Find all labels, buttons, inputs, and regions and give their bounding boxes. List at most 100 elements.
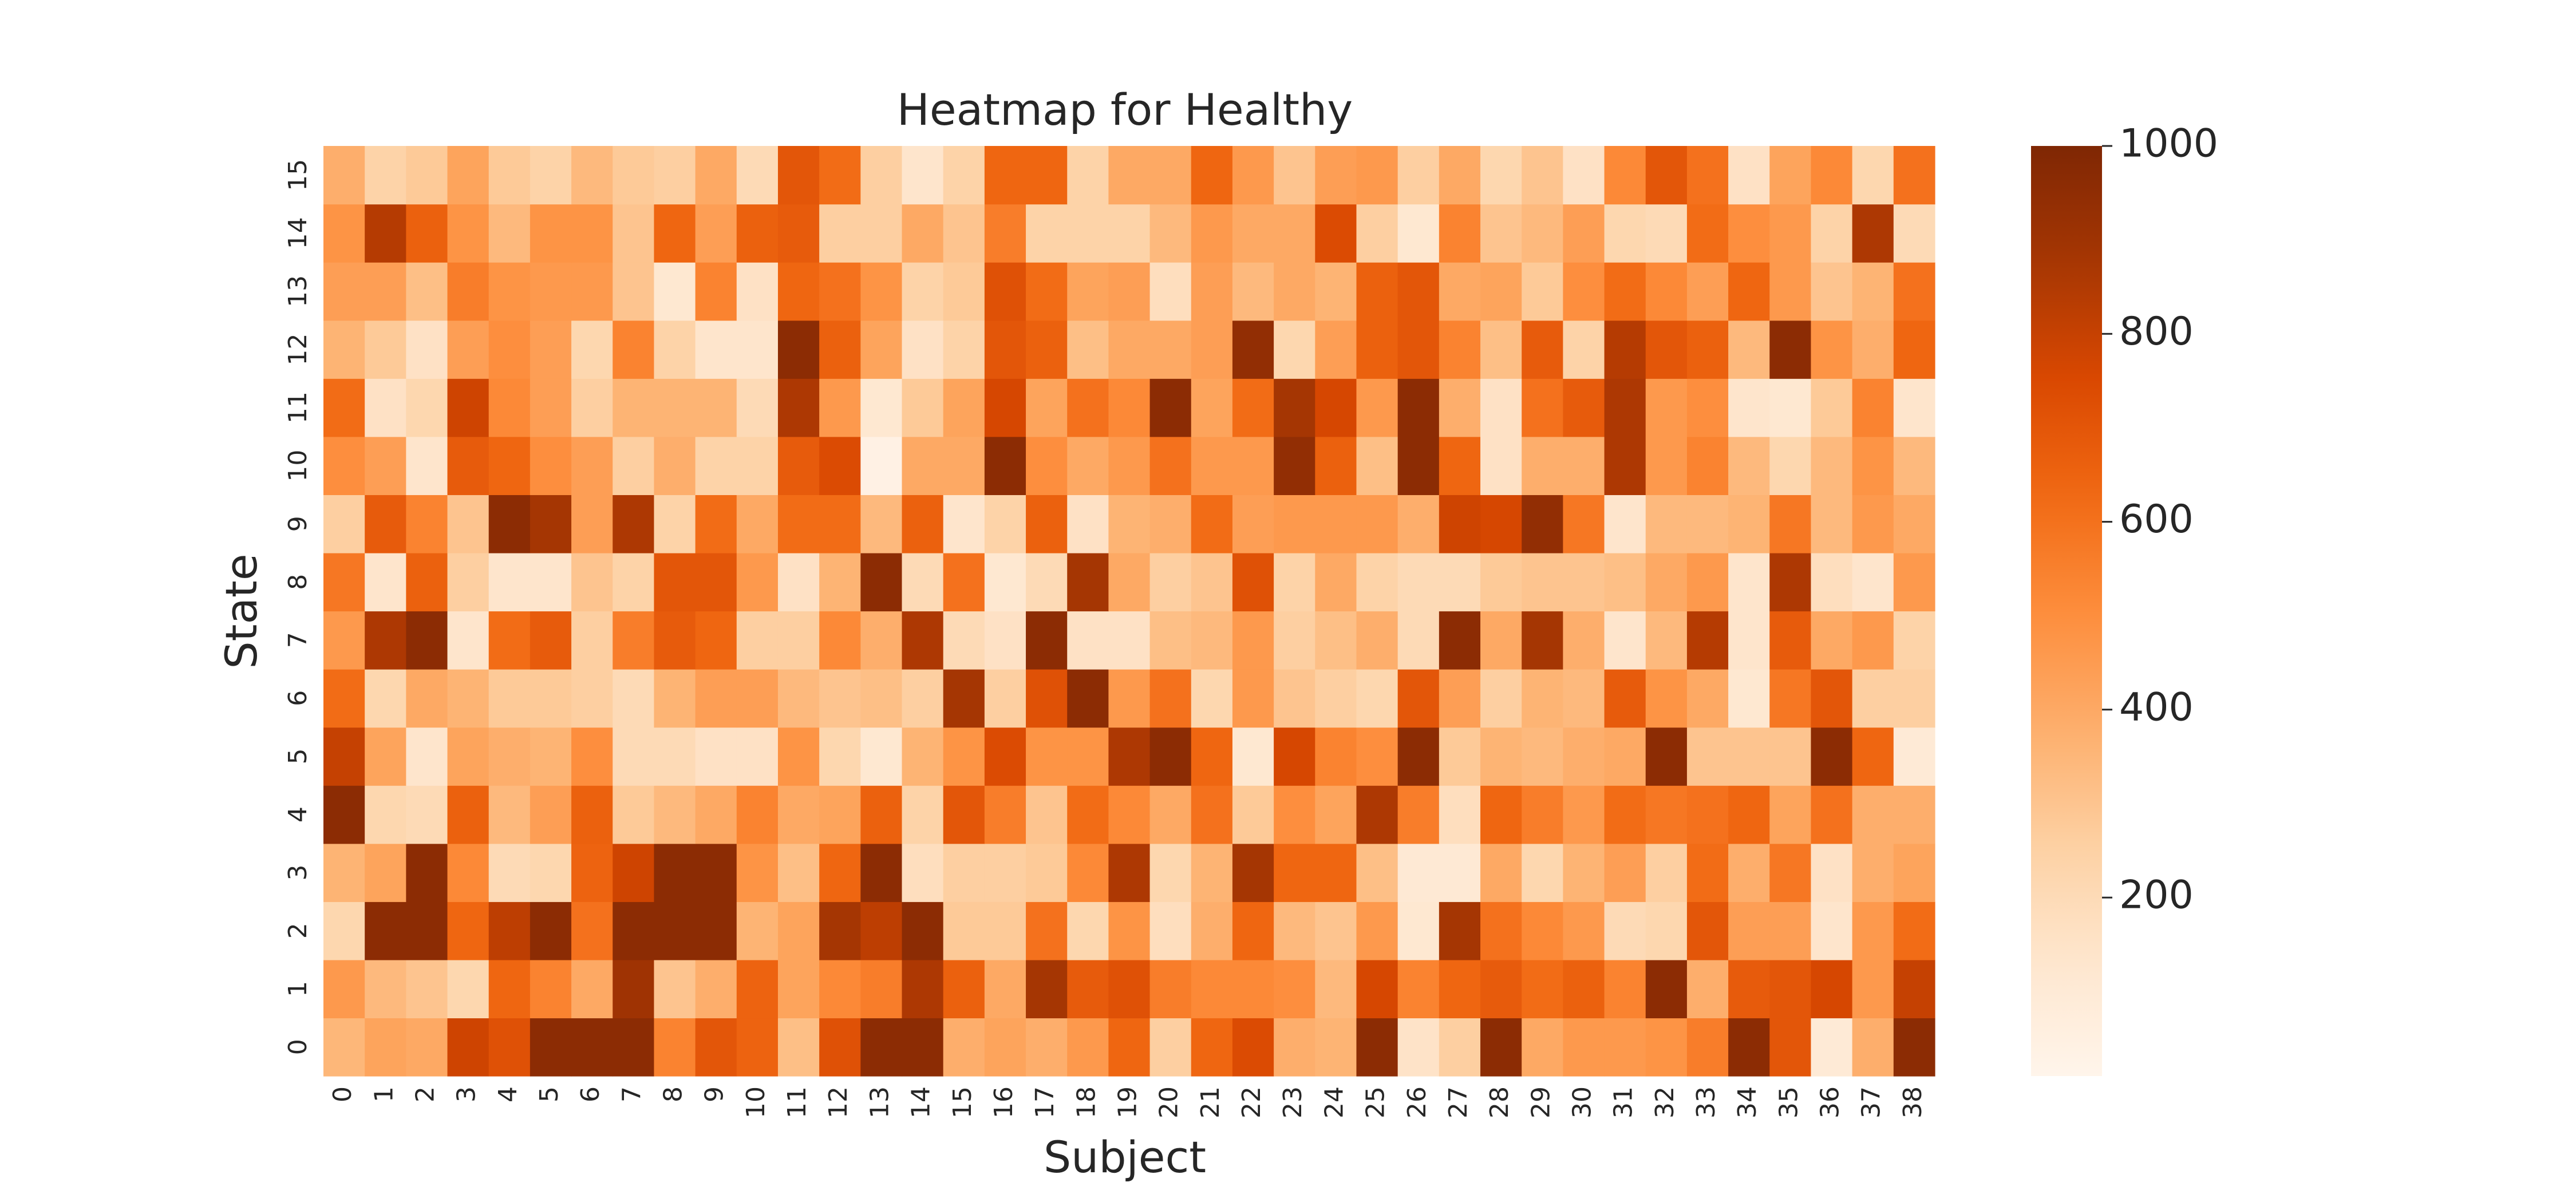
- heatmap-cell: [1274, 146, 1315, 205]
- y-tick-label: 2: [283, 923, 313, 939]
- heatmap-cell: [1522, 495, 1563, 553]
- heatmap-cell: [1149, 204, 1192, 263]
- heatmap-cell: [1439, 552, 1481, 612]
- heatmap-cell: [736, 146, 779, 205]
- heatmap-cell: [488, 785, 531, 844]
- heatmap-cell: [488, 262, 531, 321]
- heatmap-cell: [530, 320, 572, 379]
- heatmap-cell: [1191, 378, 1233, 437]
- heatmap-cell: [571, 669, 613, 728]
- heatmap-cell: [1480, 669, 1522, 728]
- heatmap-cell: [530, 727, 572, 786]
- heatmap-cell: [1026, 843, 1068, 902]
- heatmap-cell: [406, 436, 448, 495]
- heatmap-cell: [365, 843, 406, 902]
- heatmap-cell: [1645, 727, 1688, 786]
- heatmap-cell: [1522, 902, 1563, 960]
- heatmap-cell: [860, 669, 903, 728]
- heatmap-cell: [406, 378, 448, 437]
- heatmap-cell: [365, 378, 406, 437]
- heatmap-cell: [1315, 495, 1357, 553]
- heatmap-cell: [1356, 669, 1398, 728]
- heatmap-cell: [613, 436, 655, 495]
- heatmap-cell: [1149, 378, 1192, 437]
- heatmap-cell: [654, 902, 696, 960]
- heatmap-cell: [1728, 204, 1770, 263]
- heatmap-cell: [736, 204, 779, 263]
- heatmap-cell: [1274, 320, 1315, 379]
- heatmap-cell: [777, 204, 820, 263]
- heatmap-cell: [488, 843, 531, 902]
- heatmap-cell: [1356, 902, 1398, 960]
- heatmap-cell: [1108, 902, 1151, 960]
- heatmap-cell: [1274, 552, 1315, 612]
- heatmap-cell: [695, 320, 737, 379]
- heatmap-cell: [654, 204, 696, 263]
- heatmap-cell: [1480, 843, 1522, 902]
- heatmap-cell: [695, 843, 737, 902]
- heatmap-cell: [1439, 669, 1481, 728]
- heatmap-cell: [488, 495, 531, 553]
- x-tick-label: 12: [824, 1086, 853, 1118]
- heatmap-cell: [1852, 669, 1894, 728]
- heatmap-cell: [613, 902, 655, 960]
- heatmap-cell: [1645, 669, 1688, 728]
- heatmap-cell: [1439, 204, 1481, 263]
- heatmap-cell: [406, 843, 448, 902]
- heatmap-cell: [406, 320, 448, 379]
- heatmap-cell: [571, 320, 613, 379]
- heatmap-cell: [777, 843, 820, 902]
- heatmap-cell: [1191, 436, 1233, 495]
- heatmap-cell: [984, 320, 1026, 379]
- heatmap-cell: [1522, 320, 1563, 379]
- heatmap-cell: [984, 727, 1026, 786]
- heatmap-cell: [984, 436, 1026, 495]
- heatmap-cell: [819, 785, 861, 844]
- heatmap-cell: [654, 785, 696, 844]
- heatmap-cell: [1439, 495, 1481, 553]
- heatmap-cell: [1480, 727, 1522, 786]
- heatmap-cell: [1728, 262, 1770, 321]
- heatmap-cell: [1563, 146, 1605, 205]
- heatmap-cell: [406, 495, 448, 553]
- heatmap-cell: [1686, 902, 1729, 960]
- heatmap-cell: [365, 611, 406, 670]
- heatmap-cell: [1149, 552, 1192, 612]
- heatmap-cell: [1026, 320, 1068, 379]
- x-tick-label: 15: [948, 1086, 977, 1118]
- heatmap-cell: [943, 262, 985, 321]
- y-tick-label: 8: [283, 574, 313, 590]
- heatmap-cell: [1067, 959, 1109, 1019]
- heatmap-cell: [1852, 204, 1894, 263]
- heatmap-cell: [984, 785, 1026, 844]
- heatmap-cell: [1274, 611, 1315, 670]
- heatmap-cell: [323, 669, 365, 728]
- heatmap-cell: [1728, 843, 1770, 902]
- heatmap-cell: [1522, 262, 1563, 321]
- x-tick-label: 33: [1692, 1086, 1721, 1118]
- heatmap-cell: [1149, 727, 1192, 786]
- heatmap-cell: [1356, 436, 1398, 495]
- heatmap-cell: [365, 727, 406, 786]
- heatmap-cell: [530, 669, 572, 728]
- heatmap-cell: [488, 146, 531, 205]
- heatmap-cell: [571, 727, 613, 786]
- heatmap-cell: [1604, 378, 1646, 437]
- heatmap-cell: [777, 1018, 820, 1077]
- heatmap-cell: [736, 669, 779, 728]
- heatmap-cell: [943, 204, 985, 263]
- heatmap-cell: [777, 611, 820, 670]
- heatmap-cell: [984, 378, 1026, 437]
- heatmap-cell: [530, 552, 572, 612]
- heatmap-cell: [1108, 1018, 1151, 1077]
- heatmap-cell: [1149, 902, 1192, 960]
- heatmap-cell: [943, 727, 985, 786]
- heatmap-cell: [365, 1018, 406, 1077]
- heatmap-cell: [1397, 669, 1440, 728]
- heatmap-cell: [1686, 727, 1729, 786]
- heatmap-cell: [1191, 727, 1233, 786]
- heatmap-cell: [1686, 611, 1729, 670]
- heatmap-cell: [1811, 262, 1853, 321]
- heatmap-cell: [1645, 843, 1688, 902]
